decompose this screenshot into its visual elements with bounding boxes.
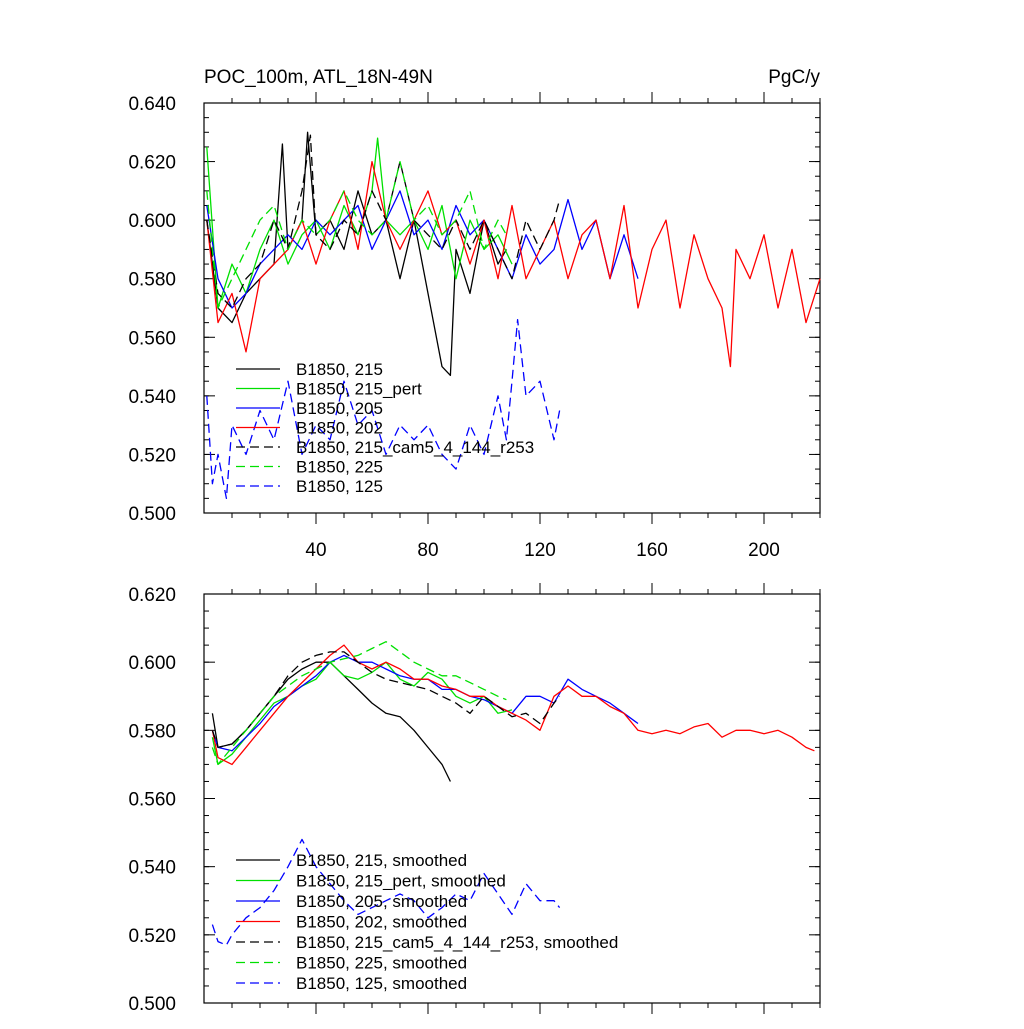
series-line-raw-7 [206, 319, 561, 500]
legend-label: B1850, 225 [296, 458, 383, 477]
y-tick-label: 0.580 [128, 270, 176, 291]
legend-label: B1850, 215_cam5_4_144_r253, smoothed [296, 933, 618, 952]
y-tick-label: 0.560 [128, 790, 176, 811]
series-line-smoothed-1 [211, 661, 451, 782]
chart-title: POC_100m, ATL_18N-49N [204, 67, 433, 88]
panel-raw: POC_100m, ATL_18N-49N PgC/y 0.5000.5200.… [128, 67, 821, 561]
x-tick-label: 80 [417, 540, 438, 561]
y-tick-label: 0.560 [128, 328, 176, 349]
x-tick-label: 160 [636, 540, 668, 561]
panel-smoothed: 0.500 0.520 0.540 0.560 0.580 0.600 0.620 B185… [128, 583, 821, 1015]
series-line-smoothed-3 [211, 654, 639, 752]
legend-label: B1850, 202 [296, 419, 383, 438]
y-tick-label: 0.620 [128, 585, 176, 606]
legend-label: B1850, 215_pert, smoothed [296, 872, 506, 891]
series-line-smoothed-4 [211, 644, 815, 766]
legend-label: B1850, 215_cam5_4_144_r253 [296, 438, 534, 457]
axis-ticks-smoothed: 0.500 0.520 0.540 0.560 0.580 0.600 0.620 [128, 583, 821, 1015]
units-label: PgC/y [768, 67, 820, 88]
y-tick-label: 0.600 [128, 211, 176, 232]
y-tick-label: 0.520 [128, 445, 176, 466]
y-tick-label: 0.500 [128, 994, 176, 1015]
legend-label: B1850, 215_pert [296, 380, 422, 399]
y-tick-label: 0.540 [128, 858, 176, 879]
axis-ticks-raw: 0.500 0.520 0.540 0.560 0.580 0.600 0.620 0.640… [128, 92, 821, 561]
legend-label: B1850, 205 [296, 399, 383, 418]
series-lines-raw [206, 131, 821, 500]
legend-smoothed: B1850, 215, smoothed B1850, 215_pert, smo… [236, 851, 618, 993]
y-tick-label: 0.620 [128, 153, 176, 174]
y-tick-label: 0.540 [128, 387, 176, 408]
series-line-raw-4 [206, 160, 821, 368]
y-tick-label: 0.640 [128, 94, 176, 115]
legend-label: B1850, 125, smoothed [296, 974, 467, 993]
legend-label: B1850, 215 [296, 360, 383, 379]
series-line-smoothed-6 [211, 641, 507, 766]
y-tick-label: 0.580 [128, 721, 176, 742]
y-tick-label: 0.500 [128, 504, 176, 525]
x-tick-label: 120 [524, 540, 556, 561]
legend-label: B1850, 225, smoothed [296, 954, 467, 973]
series-line-raw-3 [206, 190, 639, 309]
series-line-smoothed-5 [211, 651, 561, 749]
x-tick-label: 40 [305, 540, 326, 561]
series-line-raw-5 [206, 134, 561, 309]
x-tick-label: 200 [748, 540, 780, 561]
legend-label: B1850, 205, smoothed [296, 892, 467, 911]
y-tick-label: 0.520 [128, 926, 176, 947]
legend-label: B1850, 202, smoothed [296, 913, 467, 932]
y-tick-label: 0.600 [128, 653, 176, 674]
series-lines-smoothed [211, 641, 815, 946]
legend-label: B1850, 125 [296, 477, 383, 496]
legend-label: B1850, 215, smoothed [296, 851, 467, 870]
series-line-smoothed-2 [211, 661, 513, 766]
series-line-raw-6 [206, 160, 507, 309]
